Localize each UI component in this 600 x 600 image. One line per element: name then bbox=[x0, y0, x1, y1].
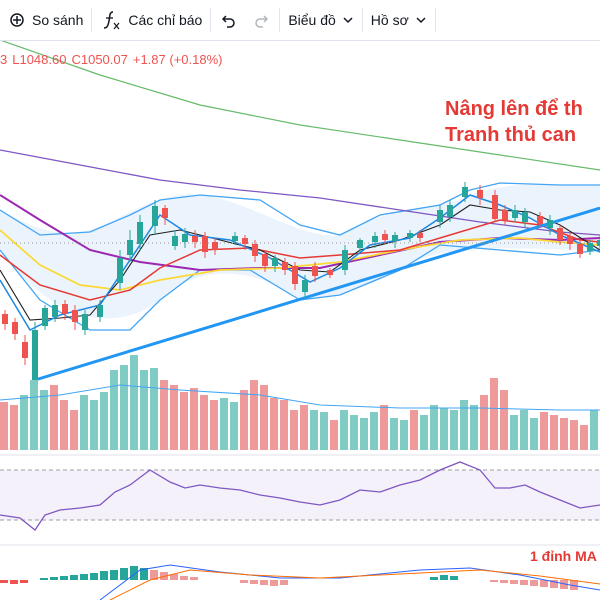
macd-hist-down-early bbox=[0, 580, 28, 584]
compare-label: So sánh bbox=[32, 12, 84, 28]
ohlc-fragment: 3 bbox=[0, 52, 8, 67]
undo-icon bbox=[222, 15, 236, 28]
chart-canvas bbox=[0, 40, 600, 600]
separator bbox=[434, 8, 436, 32]
compare-icon bbox=[10, 13, 24, 27]
ma-30 bbox=[0, 229, 600, 291]
volume-ma bbox=[0, 384, 600, 411]
annotation-line: Tranh thủ can bbox=[445, 124, 577, 146]
candle-bodies-down bbox=[2, 190, 583, 358]
chevron bbox=[343, 17, 353, 24]
signal-line bbox=[109, 569, 600, 600]
toolbar: So sánh Các chỉ báo Biểu đồ Hồ sơ bbox=[0, 0, 600, 41]
rsi-line bbox=[0, 461, 600, 531]
ohlc-change: +1.87 (+0.18%) bbox=[132, 52, 223, 67]
macd-hist-down bbox=[150, 570, 578, 590]
separator bbox=[361, 8, 363, 32]
separator bbox=[91, 8, 93, 32]
indicators-icon bbox=[104, 11, 120, 30]
chart-menu-label: Biểu đồ bbox=[288, 12, 336, 28]
ohlc-low: L1048.60 bbox=[12, 52, 67, 67]
undo-button[interactable] bbox=[211, 0, 245, 40]
profile-menu[interactable]: Hồ sơ bbox=[363, 0, 435, 40]
chevron bbox=[416, 17, 426, 24]
compare-button[interactable]: So sánh bbox=[0, 0, 91, 40]
bollinger-lower bbox=[0, 244, 600, 331]
ma-10 bbox=[0, 204, 600, 321]
indicators-label: Các chỉ báo bbox=[128, 12, 203, 28]
ma-20 bbox=[0, 219, 600, 301]
separator bbox=[210, 8, 212, 32]
trend-line bbox=[34, 206, 600, 382]
annotation-line: Nâng lên để th bbox=[445, 98, 583, 120]
separator bbox=[279, 8, 281, 32]
chart-menu[interactable]: Biểu đồ bbox=[280, 0, 361, 40]
macd-annotation: 1 đỉnh MA bbox=[530, 548, 597, 564]
ohlc-close: C1050.07 bbox=[71, 52, 128, 67]
volume-down bbox=[0, 378, 588, 450]
indicators-button[interactable]: Các chỉ báo bbox=[92, 0, 210, 40]
redo-button[interactable] bbox=[245, 0, 279, 40]
rsi-band bbox=[0, 470, 600, 520]
redo-icon bbox=[255, 15, 269, 28]
ma-200 bbox=[0, 40, 600, 171]
ohlc-legend: 3 L1048.60 C1050.07 +1.87 (+0.18%) bbox=[0, 52, 227, 67]
profile-menu-label: Hồ sơ bbox=[370, 12, 409, 28]
volume-up bbox=[20, 355, 598, 450]
bollinger-upper bbox=[0, 182, 600, 236]
annotation: Nâng lên để th Tranh thủ can bbox=[445, 96, 583, 148]
macd-line bbox=[99, 564, 600, 600]
macd-hist-up bbox=[40, 566, 458, 580]
